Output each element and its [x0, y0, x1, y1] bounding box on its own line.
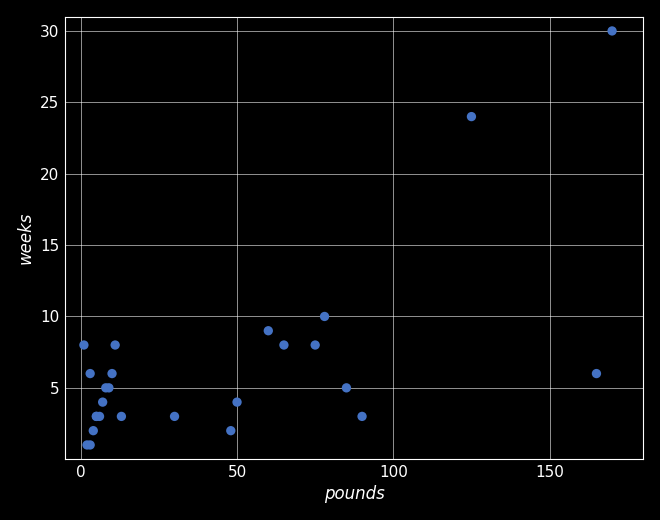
Point — [91, 412, 102, 421]
Point — [94, 412, 105, 421]
Point — [357, 412, 368, 421]
Point — [466, 112, 477, 121]
Point — [85, 369, 96, 378]
Point — [79, 341, 89, 349]
Point — [85, 441, 96, 449]
Point — [104, 384, 114, 392]
Point — [226, 426, 236, 435]
Point — [279, 341, 289, 349]
Point — [319, 313, 330, 321]
Point — [263, 327, 274, 335]
Point — [100, 384, 111, 392]
Point — [310, 341, 321, 349]
Point — [591, 369, 602, 378]
Point — [91, 412, 102, 421]
Point — [607, 27, 617, 35]
Point — [88, 426, 98, 435]
Point — [341, 384, 352, 392]
X-axis label: pounds: pounds — [324, 485, 385, 503]
Point — [116, 412, 127, 421]
Point — [232, 398, 242, 406]
Point — [82, 441, 92, 449]
Y-axis label: weeks: weeks — [16, 212, 35, 264]
Point — [98, 398, 108, 406]
Point — [107, 369, 117, 378]
Point — [169, 412, 180, 421]
Point — [110, 341, 120, 349]
